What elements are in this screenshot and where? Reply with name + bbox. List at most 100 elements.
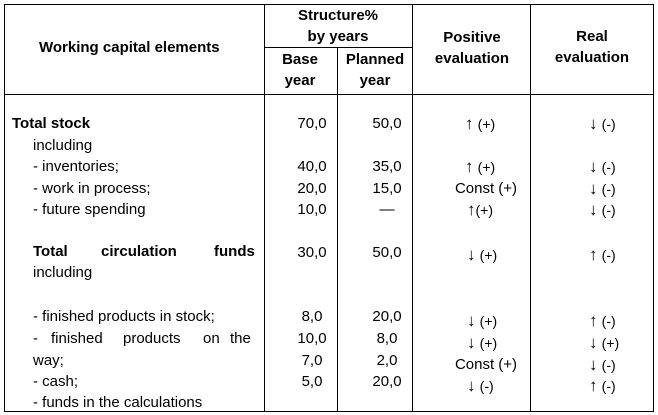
row-label: - inventories;	[33, 158, 119, 175]
table-border-left	[4, 4, 5, 412]
row-real: ↓ (-)	[589, 201, 616, 220]
evaluation-sign: (+)	[479, 247, 498, 263]
up-arrow-icon: ↑	[465, 157, 474, 176]
evaluation-sign: (-)	[601, 159, 616, 175]
down-arrow-icon: ↓	[589, 179, 598, 198]
evaluation-sign: (+)	[601, 335, 620, 351]
row-real: ↓ (-)	[589, 356, 616, 375]
header-real-line2: evaluation	[554, 49, 630, 66]
down-arrow-icon: ↓	[467, 245, 476, 264]
row-planned: 20,0	[372, 373, 402, 390]
row-label-word: -	[33, 330, 38, 347]
column-divider-1	[264, 4, 265, 412]
header-structure-line1: Structure%	[297, 7, 379, 24]
column-divider-4	[530, 4, 531, 412]
up-arrow-icon: ↑	[465, 114, 474, 133]
evaluation-sign: (-)	[601, 357, 616, 373]
column-divider-3	[412, 4, 413, 412]
header-base-line2: year	[284, 72, 316, 89]
down-arrow-icon: ↓	[467, 376, 476, 395]
header-planned-line1: Planned	[345, 51, 405, 68]
header-planned-line2: year	[359, 72, 391, 89]
row-positive: ↑(+)	[467, 201, 493, 220]
up-arrow-icon: ↑	[589, 376, 598, 395]
total-funds-positive: ↓ (+)	[467, 246, 497, 265]
row-label-word: the	[230, 330, 251, 347]
header-base-line1: Base	[282, 51, 318, 68]
row-real: ↓ (-)	[589, 180, 616, 199]
row-positive: ↓ (+)	[467, 312, 497, 331]
total-funds-title-word: Total	[33, 243, 68, 260]
row-positive: ↓ (-)	[467, 377, 494, 396]
row-base: 8,0	[301, 308, 323, 325]
total-stock-real: ↓ (-)	[589, 115, 616, 134]
row-label: - work in process;	[33, 180, 151, 197]
evaluation-sign: (+)	[477, 116, 496, 132]
total-funds-base: 30,0	[297, 244, 327, 261]
row-label-word: products	[123, 330, 181, 347]
total-stock-planned: 50,0	[372, 115, 402, 132]
row-planned: 35,0	[372, 158, 402, 175]
column-divider-2	[337, 47, 338, 412]
evaluation-sign: (+)	[477, 159, 496, 175]
down-arrow-icon: ↓	[467, 333, 476, 352]
evaluation-sign: (+)	[475, 202, 494, 218]
row-base: 20,0	[297, 180, 327, 197]
row-positive: Const (+)	[454, 356, 518, 373]
structure-subheader-divider	[264, 47, 412, 48]
row-planned: 20,0	[372, 308, 402, 325]
evaluation-sign: (-)	[601, 378, 616, 394]
total-funds-title-word: funds	[214, 243, 255, 260]
row-label-word: finished	[51, 330, 103, 347]
down-arrow-icon: ↓	[589, 200, 598, 219]
header-positive-line2: evaluation	[434, 50, 510, 67]
row-positive: ↓ (+)	[467, 334, 497, 353]
evaluation-sign: (+)	[479, 313, 498, 329]
up-arrow-icon: ↑	[589, 311, 598, 330]
down-arrow-icon: ↓	[589, 157, 598, 176]
row-label: - cash;	[33, 373, 79, 390]
evaluation-sign: (-)	[601, 202, 616, 218]
header-elements: Working capital elements	[39, 39, 220, 56]
table-border-bottom	[4, 411, 654, 412]
down-arrow-icon: ↓	[589, 355, 598, 374]
total-funds-including: including	[33, 264, 93, 281]
header-real-line1: Real	[576, 28, 608, 45]
row-base: 7,0	[301, 352, 323, 369]
row-label: - future spending	[33, 201, 146, 218]
row-planned: 8,0	[376, 330, 398, 347]
row-label: - funds in the calculations	[33, 394, 203, 411]
row-real: ↓ (+)	[589, 334, 619, 353]
evaluation-sign: (-)	[601, 181, 616, 197]
evaluation-sign: (-)	[601, 247, 616, 263]
row-real: ↑ (-)	[589, 312, 616, 331]
row-planned: 2,0	[376, 352, 398, 369]
total-funds-real: ↑ (-)	[589, 246, 616, 265]
header-positive-line1: Positive	[443, 29, 501, 46]
evaluation-sign: (-)	[601, 313, 616, 329]
evaluation-sign: (-)	[479, 378, 494, 394]
down-arrow-icon: ↓	[589, 333, 598, 352]
header-divider	[4, 94, 654, 95]
row-base: 10,0	[297, 330, 327, 347]
row-base: 10,0	[297, 201, 327, 218]
evaluation-sign: (+)	[479, 335, 498, 351]
down-arrow-icon: ↓	[467, 311, 476, 330]
total-stock-including: including	[33, 137, 93, 154]
row-base: 5,0	[301, 373, 323, 390]
row-label-word: on	[203, 330, 220, 347]
row-planned: —	[379, 201, 395, 218]
row-positive: Const (+)	[454, 180, 518, 197]
row-planned: 15,0	[372, 180, 402, 197]
total-funds-title-word: circulation	[101, 243, 177, 260]
total-stock-positive: ↑ (+)	[465, 115, 495, 134]
up-arrow-icon: ↑	[467, 200, 476, 219]
row-label: - finished products in stock;	[33, 308, 215, 325]
row-base: 40,0	[297, 158, 327, 175]
row-positive: ↑ (+)	[465, 158, 495, 177]
total-stock-title: Total stock	[12, 115, 91, 132]
evaluation-sign: (-)	[601, 116, 616, 132]
total-stock-base: 70,0	[297, 115, 327, 132]
down-arrow-icon: ↓	[589, 114, 598, 133]
